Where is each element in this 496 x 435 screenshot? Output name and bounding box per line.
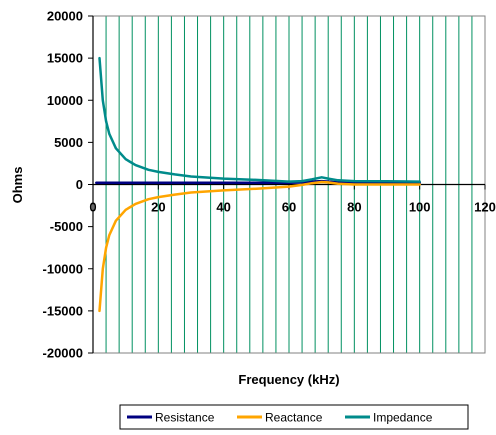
x-tick-label: 40 <box>216 200 230 215</box>
legend-label-impedance: Impedance <box>373 411 433 425</box>
y-tick-label: 15000 <box>47 51 83 66</box>
x-tick-label: 100 <box>409 200 431 215</box>
series-line-impedance <box>98 56 421 183</box>
x-tick-label: 120 <box>474 200 496 215</box>
x-tick-label: 0 <box>89 200 96 215</box>
y-tick-label: 20000 <box>47 9 83 24</box>
y-tick-label: 5000 <box>54 135 83 150</box>
legend: Resistance Reactance Impedance <box>127 411 433 425</box>
series-line-reactance <box>98 180 421 313</box>
legend-label-reactance: Reactance <box>265 411 323 425</box>
y-tick-label: 10000 <box>47 93 83 108</box>
x-tick-label: 20 <box>151 200 165 215</box>
tick-labels: 20000 15000 10000 5000 0 -5000 -10000 -15000 -20… <box>43 9 496 361</box>
y-tick-label: -5000 <box>50 219 83 234</box>
y-tick-label: -15000 <box>43 303 83 318</box>
y-axis-title: Ohms <box>10 167 25 204</box>
x-axis-title: Frequency (kHz) <box>238 372 339 387</box>
legend-label-resistance: Resistance <box>155 411 215 425</box>
legend-box <box>119 404 469 430</box>
y-tick-label: -10000 <box>43 261 83 276</box>
y-tick-label: 0 <box>76 177 83 192</box>
x-tick-label: 80 <box>347 200 361 215</box>
y-tick-label: -20000 <box>43 346 83 361</box>
series-lines <box>95 56 421 313</box>
x-tick-label: 60 <box>282 200 296 215</box>
